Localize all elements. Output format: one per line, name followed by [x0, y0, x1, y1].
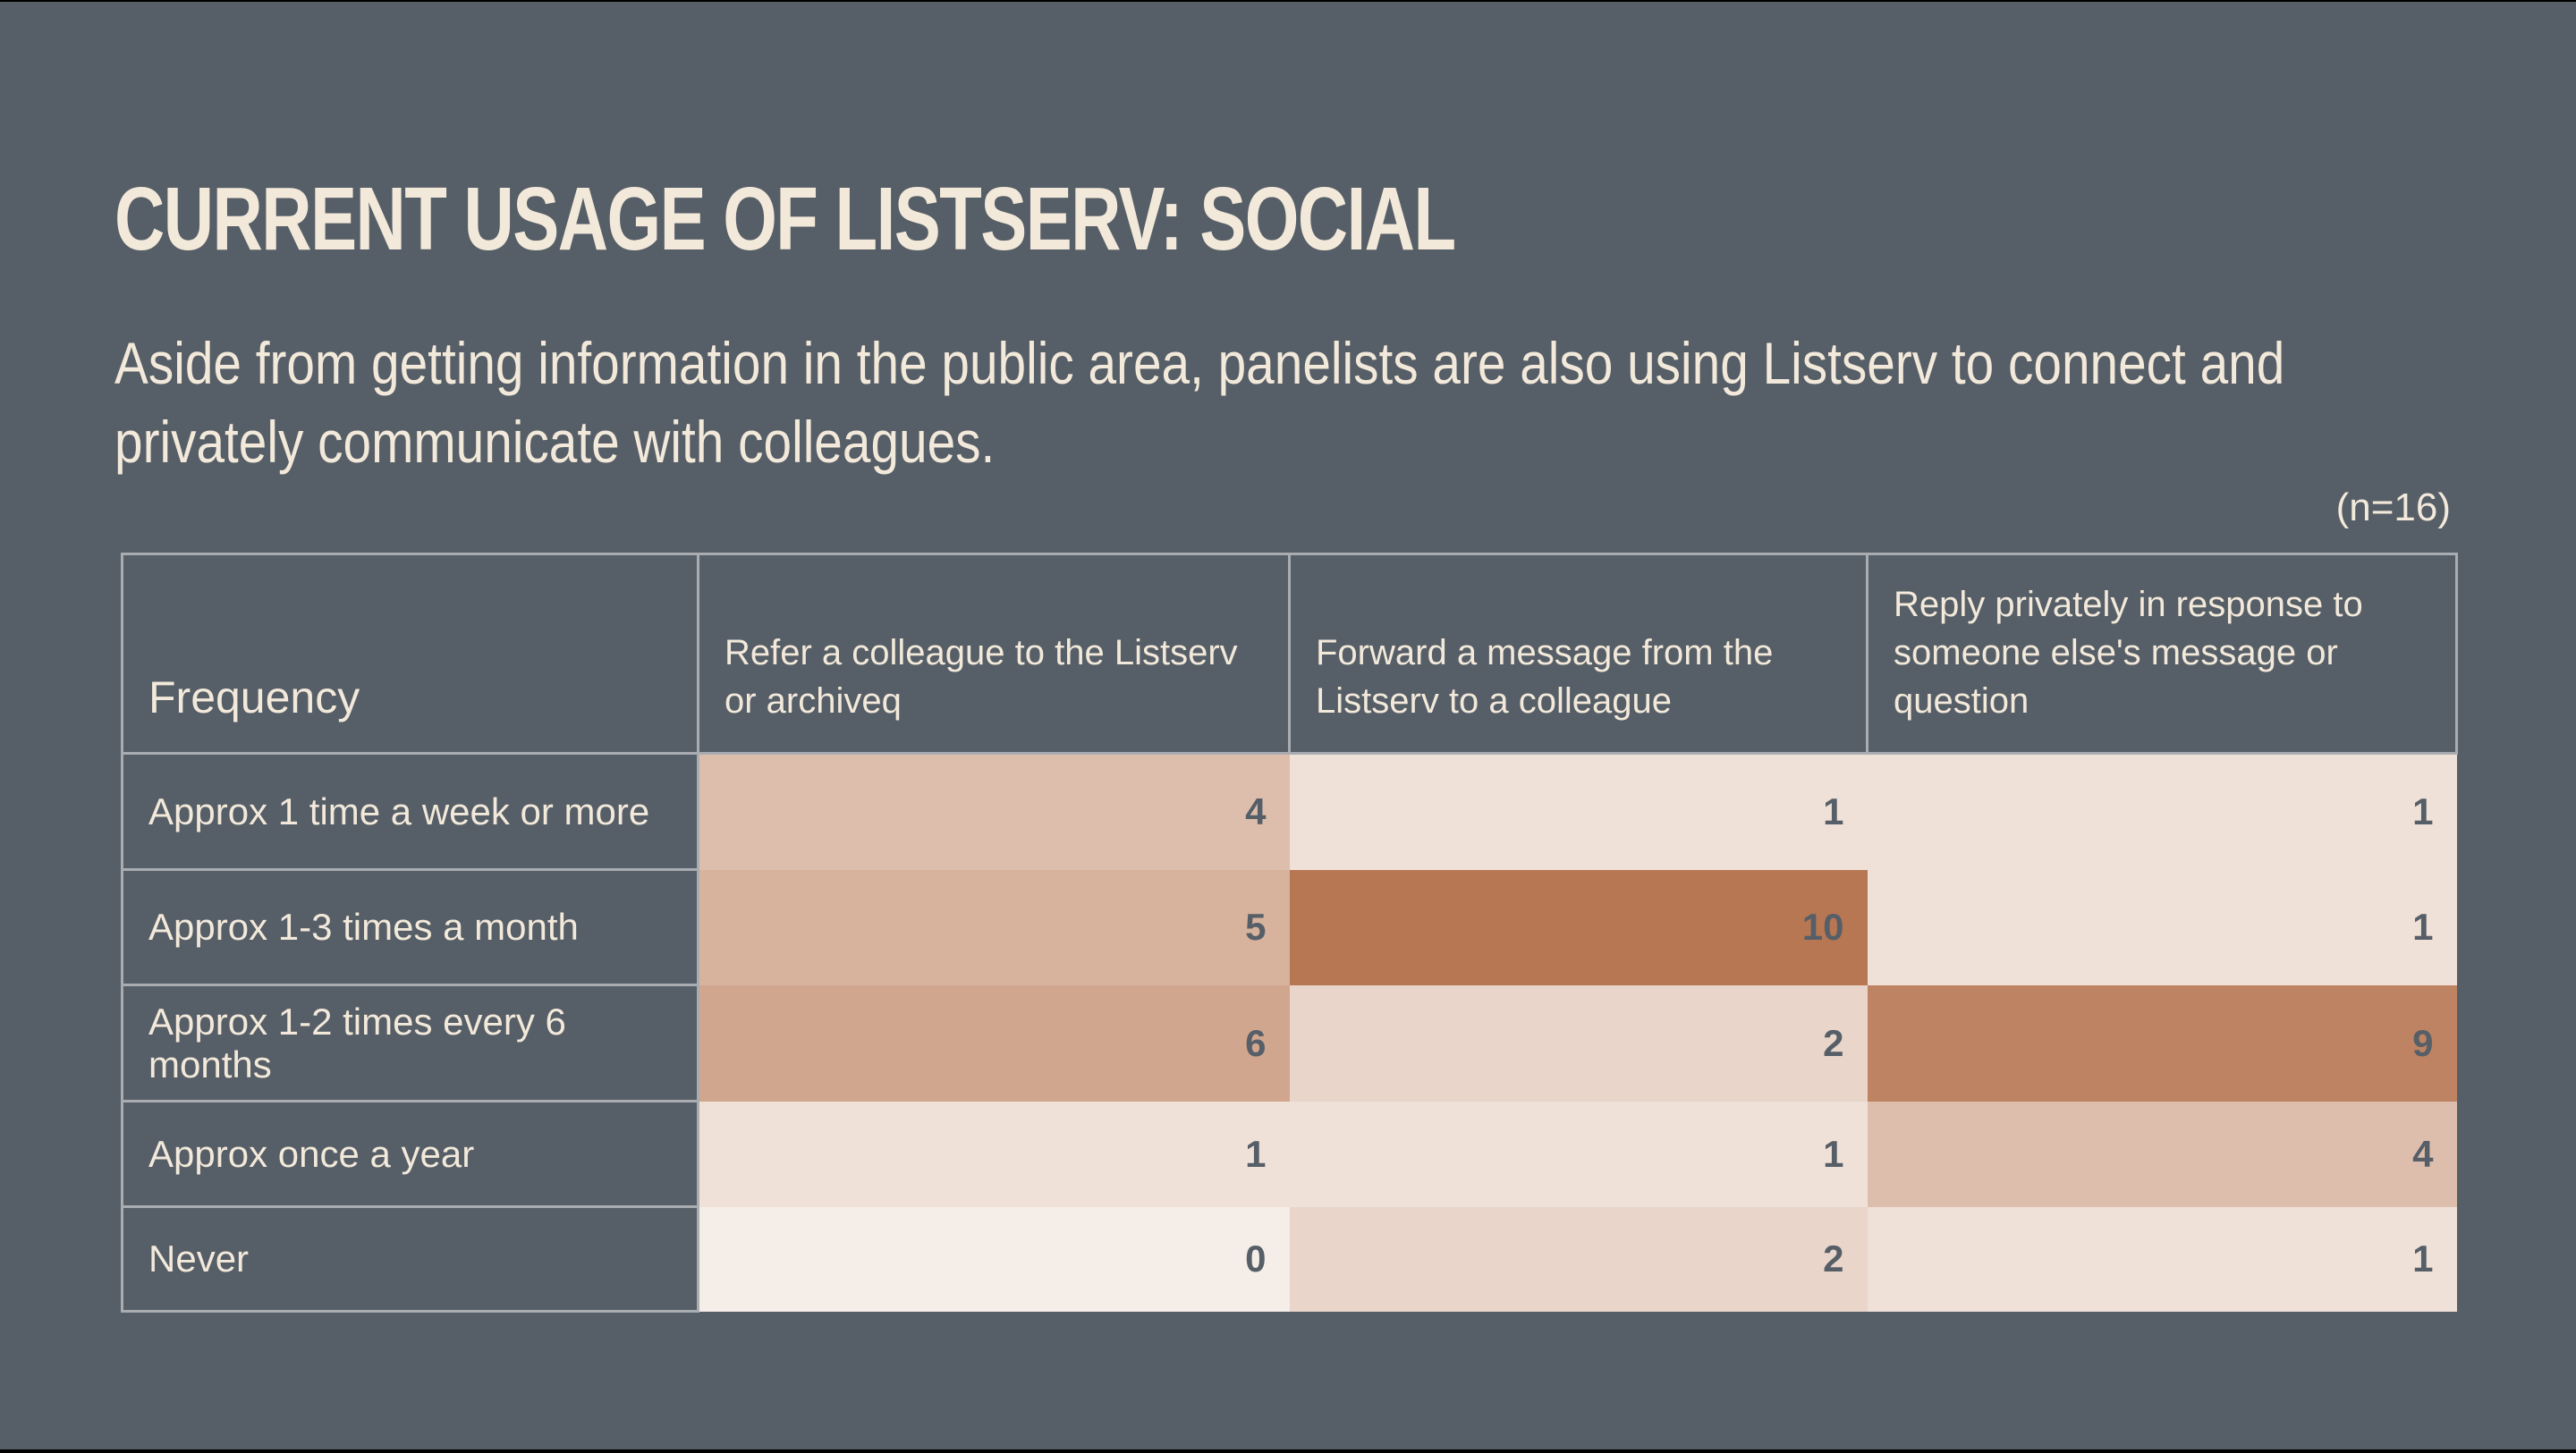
table-cell: 2 [1289, 1206, 1868, 1312]
table-cell: 1 [1867, 869, 2457, 985]
table-cell: 2 [1289, 984, 1868, 1102]
frequency-table: Frequency Refer a colleague to the Lists… [121, 553, 2458, 1313]
row-label: Approx once a year [121, 1100, 699, 1208]
row-label: Never [121, 1205, 699, 1313]
row-label: Approx 1-3 times a month [121, 868, 699, 986]
slide-subtitle: Aside from getting information in the pu… [114, 330, 2285, 475]
table-cell: 0 [698, 1206, 1290, 1312]
table-cell: 6 [698, 984, 1290, 1102]
table-row: Never 0 2 1 [121, 1205, 2457, 1313]
row-label: Approx 1 time a week or more [121, 752, 699, 871]
column-header-reply-privately: Reply privately in response to someone e… [1866, 553, 2458, 755]
sample-size-note: (n=16) [2335, 486, 2451, 529]
table-row: Approx 1-2 times every 6 months 6 2 9 [121, 984, 2457, 1102]
table-cell: 1 [1867, 1206, 2457, 1312]
table-row: Approx once a year 1 1 4 [121, 1100, 2457, 1208]
column-header-frequency: Frequency [121, 553, 699, 755]
table-cell: 9 [1867, 984, 2457, 1102]
table-cell: 10 [1289, 869, 1868, 985]
table-row: Approx 1-3 times a month 5 10 1 [121, 868, 2457, 986]
table-cell: 5 [698, 869, 1290, 985]
column-header-forward-message: Forward a message from the Listserv to a… [1288, 553, 1868, 755]
table-row: Approx 1 time a week or more 4 1 1 [121, 752, 2457, 871]
table-cell: 1 [698, 1101, 1290, 1207]
table-cell: 1 [1289, 1101, 1868, 1207]
column-header-refer-colleague: Refer a colleague to the Listserv or arc… [697, 553, 1291, 755]
table-cell: 1 [1867, 753, 2457, 870]
table-cell: 1 [1289, 753, 1868, 870]
slide-title: CURRENT USAGE OF LISTSERV: SOCIAL [114, 169, 1456, 269]
table-header-row: Frequency Refer a colleague to the Lists… [121, 553, 2458, 755]
table-cell: 4 [1867, 1101, 2457, 1207]
row-label: Approx 1-2 times every 6 months [121, 984, 699, 1102]
table-cell: 4 [698, 753, 1290, 870]
